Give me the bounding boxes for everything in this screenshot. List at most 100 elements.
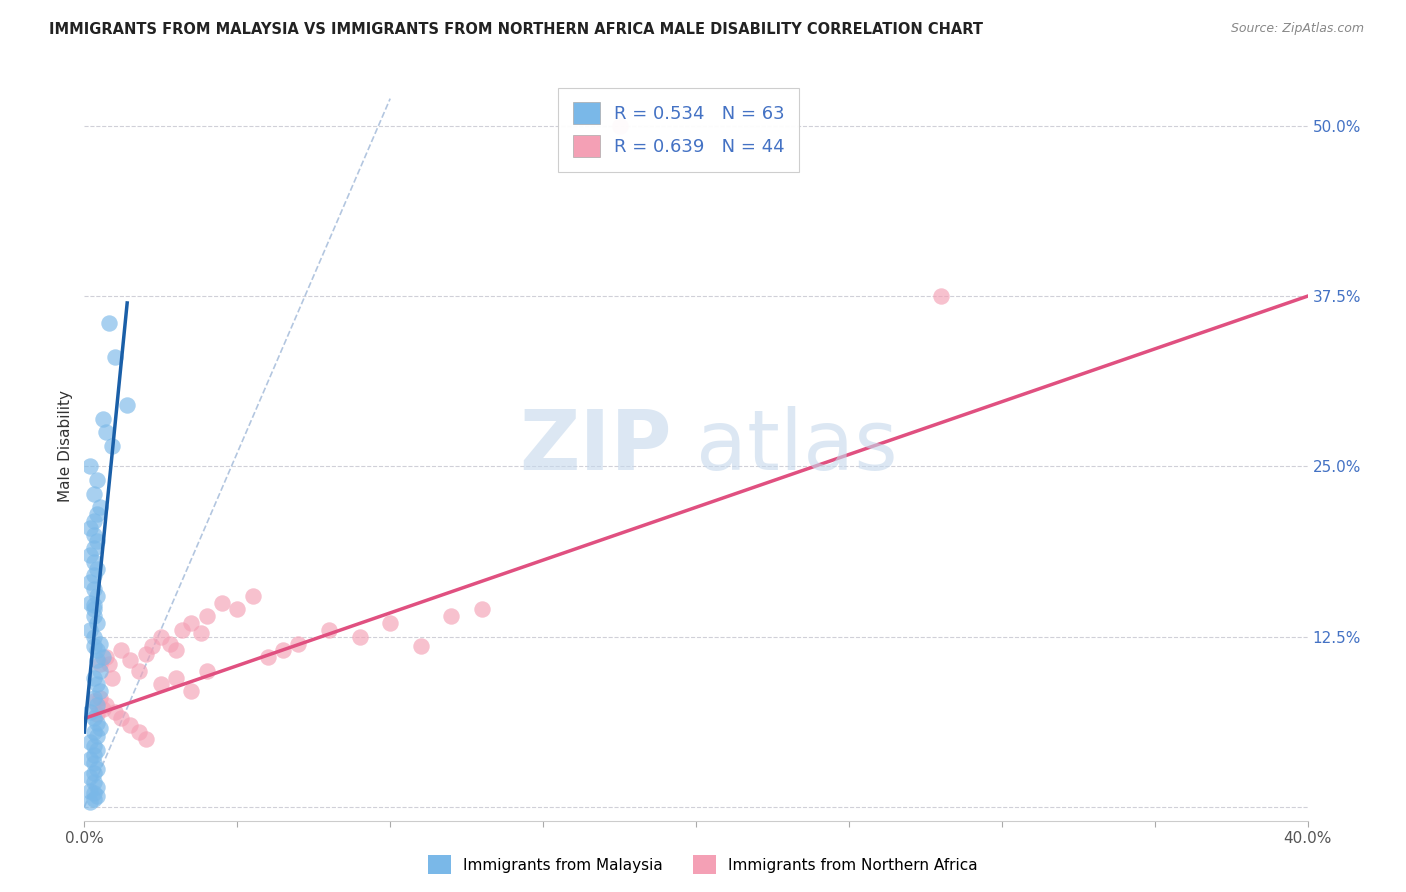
Point (83, 527, 105, 541)
Point (135, 731, 157, 746)
Point (83, 486, 105, 500)
Point (79, 521, 101, 535)
Point (94, 425, 117, 440)
Point (83, 640, 105, 654)
Point (349, 630, 371, 644)
Point (89, 664, 111, 678)
Point (83, 725, 105, 739)
Point (86, 589, 108, 603)
Point (104, 705, 127, 719)
Point (86, 707, 108, 722)
Legend: R = 0.534   N = 63, R = 0.639   N = 44: R = 0.534 N = 63, R = 0.639 N = 44 (558, 88, 799, 171)
Point (89, 691, 111, 706)
Point (86, 762, 108, 776)
Point (86, 729, 108, 743)
Point (83, 582, 105, 596)
Point (97, 317, 120, 331)
Point (97, 657, 120, 671)
Point (86, 677, 108, 691)
Point (195, 664, 218, 678)
Point (120, 653, 142, 667)
Point (172, 623, 194, 637)
Point (101, 439, 124, 453)
Point (86, 653, 108, 667)
Point (165, 643, 187, 657)
Point (128, 664, 150, 678)
Point (79, 705, 101, 719)
Point (318, 623, 340, 637)
Point (226, 602, 249, 616)
Point (89, 657, 111, 671)
Point (83, 786, 105, 800)
Point (120, 718, 142, 732)
Point (86, 561, 108, 575)
Point (101, 671, 124, 685)
Point (83, 691, 105, 706)
Point (83, 568, 105, 582)
Point (94, 650, 117, 665)
Point (141, 640, 163, 654)
Point (257, 650, 280, 665)
Point (190, 625, 212, 640)
Point (110, 643, 132, 657)
Text: ZIP: ZIP (519, 406, 672, 486)
Point (83, 541, 105, 556)
Point (86, 643, 108, 657)
Point (83, 756, 105, 771)
Point (409, 640, 432, 654)
Point (110, 711, 132, 725)
Point (86, 473, 108, 487)
Point (91, 650, 114, 665)
Point (242, 589, 264, 603)
Point (86, 789, 108, 804)
Point (83, 711, 105, 725)
Point (83, 748, 105, 763)
Point (83, 599, 105, 613)
Point (79, 459, 101, 474)
Point (83, 694, 105, 708)
Point (79, 752, 101, 766)
Point (83, 775, 105, 789)
Point (83, 766, 105, 780)
Point (91, 411, 114, 425)
Point (380, 616, 402, 631)
Point (159, 636, 181, 650)
Point (149, 677, 172, 691)
Text: IMMIGRANTS FROM MALAYSIA VS IMMIGRANTS FROM NORTHERN AFRICA MALE DISABILITY CORR: IMMIGRANTS FROM MALAYSIA VS IMMIGRANTS F… (49, 22, 983, 37)
Point (79, 770, 101, 784)
Point (115, 398, 138, 412)
Point (83, 739, 105, 753)
Point (195, 609, 218, 624)
Point (89, 721, 111, 735)
Point (79, 795, 101, 809)
Point (79, 548, 101, 562)
Point (180, 616, 202, 631)
Point (609, 119, 631, 133)
Point (471, 602, 494, 616)
Point (89, 684, 111, 698)
Point (86, 780, 108, 794)
Y-axis label: Male Disability: Male Disability (58, 390, 73, 502)
Point (83, 671, 105, 685)
Point (929, 289, 952, 303)
Point (86, 534, 108, 549)
Point (91, 702, 114, 716)
Point (86, 507, 108, 521)
Point (211, 596, 233, 610)
Point (271, 643, 294, 657)
Point (287, 636, 309, 650)
Point (79, 596, 101, 610)
Point (83, 630, 105, 644)
Point (86, 616, 108, 631)
Point (83, 792, 105, 806)
Point (180, 684, 202, 698)
Point (94, 698, 117, 712)
Point (149, 630, 172, 644)
Point (79, 575, 101, 590)
Text: atlas: atlas (696, 406, 897, 486)
Point (79, 783, 101, 797)
Point (86, 698, 108, 712)
Point (135, 648, 157, 662)
Point (79, 623, 101, 637)
Point (83, 514, 105, 528)
